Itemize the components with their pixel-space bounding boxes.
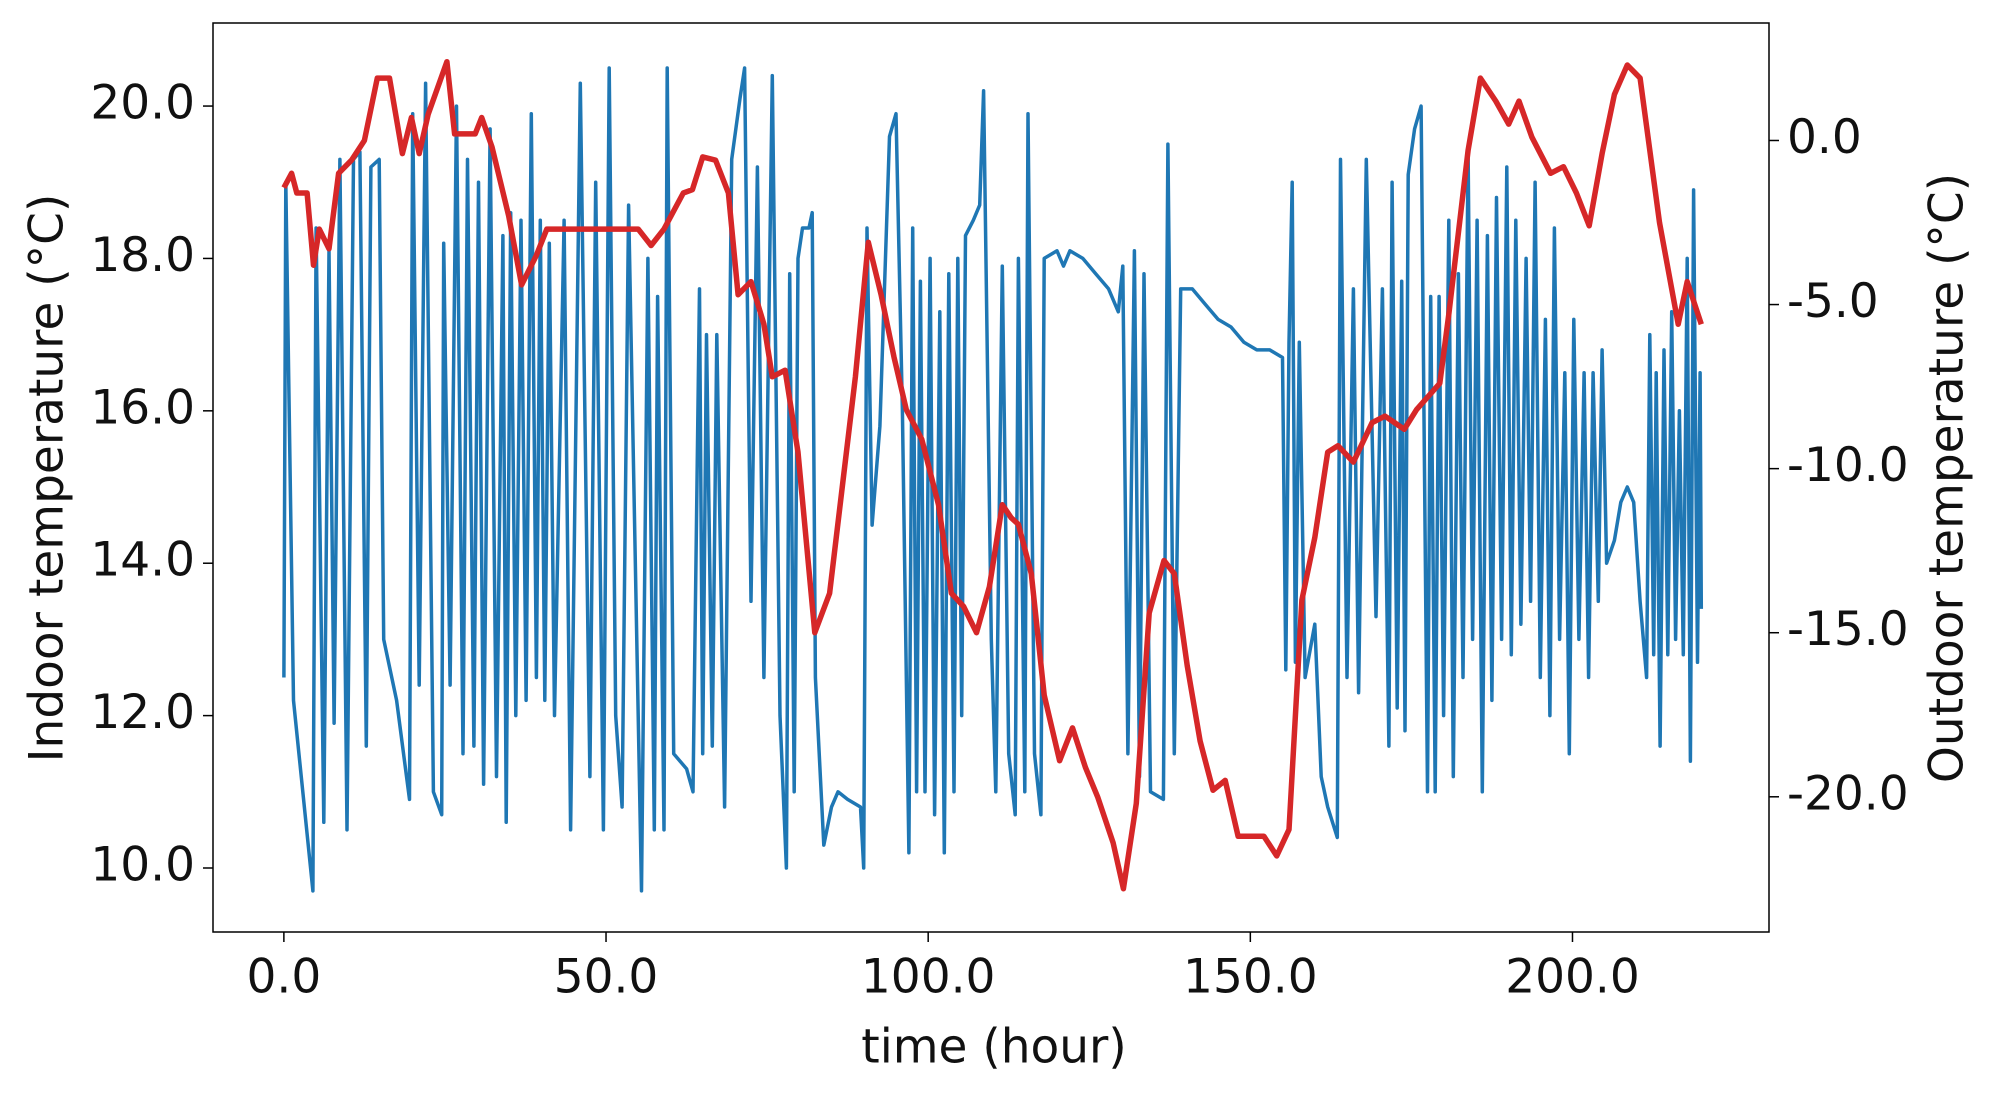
y-tick-label: 18.0 — [90, 228, 195, 283]
y-tick-label: 14.0 — [90, 533, 195, 588]
line — [281, 58, 1704, 892]
x-axis-label: time (hour) — [861, 1020, 1126, 1075]
y-tick-label: 12.0 — [90, 685, 195, 740]
x-tick-label: 150.0 — [1183, 950, 1318, 1005]
y2-tick-label: -20.0 — [1787, 766, 1909, 821]
plot-lines — [281, 58, 1704, 893]
line — [282, 66, 1704, 893]
y-tick-label: 16.0 — [90, 380, 195, 435]
y2-axis-label: Outdoor temperature (°C) — [1920, 173, 1975, 783]
x-tick-label: 50.0 — [554, 950, 659, 1005]
y2-tick-label: -10.0 — [1787, 438, 1909, 493]
y2-tick-label: 0.0 — [1787, 110, 1862, 165]
y-tick-label: 10.0 — [90, 837, 195, 892]
x-tick-label: 0.0 — [246, 950, 321, 1005]
y2-tick-label: -5.0 — [1787, 274, 1879, 329]
y2-tick-label: -15.0 — [1787, 602, 1909, 657]
x-tick-label: 100.0 — [861, 950, 996, 1005]
y-tick-label: 20.0 — [90, 76, 195, 131]
plot-frame — [212, 22, 1770, 933]
y-axis-label: Indoor temperature (°C) — [20, 194, 75, 763]
x-tick-label: 200.0 — [1505, 950, 1640, 1005]
